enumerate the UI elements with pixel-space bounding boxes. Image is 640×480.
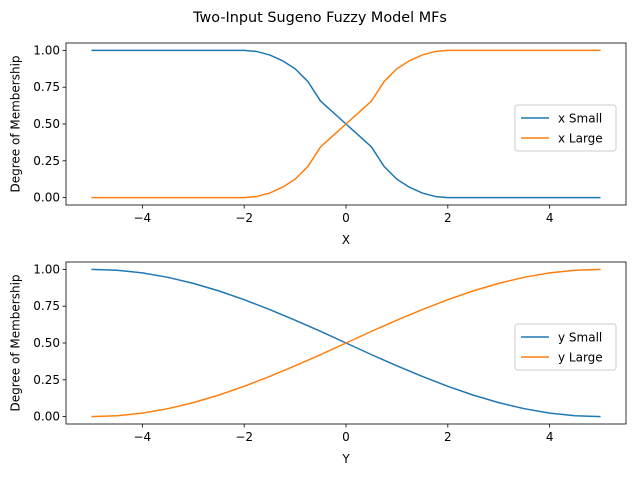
- y-tick-label: 0.00: [33, 410, 60, 424]
- subplot-2: −4 −2 0 2 4 0.00 0.25 0.50 0.75 1.00 Y Degree of Me…: [9, 261, 627, 466]
- x-tick-label: −2: [235, 430, 253, 444]
- x-tick-label: 2: [444, 211, 452, 225]
- subplots: −4 −2 0 2 4 0.00 0.25 0.50 0.75 1.00 X Degree of Me…: [9, 42, 627, 466]
- y-tick-label: 1.00: [33, 43, 60, 57]
- x-axis-label: Y: [341, 452, 350, 466]
- x-tick-label: −2: [235, 211, 253, 225]
- x-tick-label: 0: [342, 430, 350, 444]
- legend-frame: [514, 323, 617, 371]
- legend: x Small x Large: [514, 104, 617, 152]
- legend-frame: [514, 104, 617, 152]
- x-tick-label: −4: [134, 430, 152, 444]
- y-axis-label: Degree of Membership: [9, 55, 23, 192]
- y-tick-label: 0.75: [33, 299, 60, 313]
- y-tick-label: 1.00: [33, 262, 60, 276]
- figure-title: Two-Input Sugeno Fuzzy Model MFs: [192, 10, 447, 26]
- y-tick-label: 0.25: [33, 373, 60, 387]
- x-tick-label: 4: [546, 211, 554, 225]
- y-tick-label: 0.75: [33, 80, 60, 94]
- subplot-1: −4 −2 0 2 4 0.00 0.25 0.50 0.75 1.00 X Degree of Me…: [9, 42, 627, 247]
- y-axis-label: Degree of Membership: [9, 274, 23, 411]
- y-tick-label: 0.25: [33, 154, 60, 168]
- series-line-x-large: [91, 49, 601, 199]
- legend-entry: x Large: [558, 132, 603, 146]
- y-tick-label: 0.50: [33, 336, 60, 350]
- x-tick-label: 4: [546, 430, 554, 444]
- x-axis-label: X: [342, 233, 350, 247]
- legend-entry: x Small: [558, 112, 602, 126]
- legend-entry: y Small: [558, 331, 602, 345]
- x-tick-label: −4: [134, 211, 152, 225]
- x-tick-label: 0: [342, 211, 350, 225]
- series-line-y-large: [91, 268, 601, 418]
- y-tick-label: 0.50: [33, 117, 60, 131]
- x-tick-label: 2: [444, 430, 452, 444]
- y-tick-label: 0.00: [33, 191, 60, 205]
- legend: y Small y Large: [514, 323, 617, 371]
- legend-entry: y Large: [558, 351, 603, 365]
